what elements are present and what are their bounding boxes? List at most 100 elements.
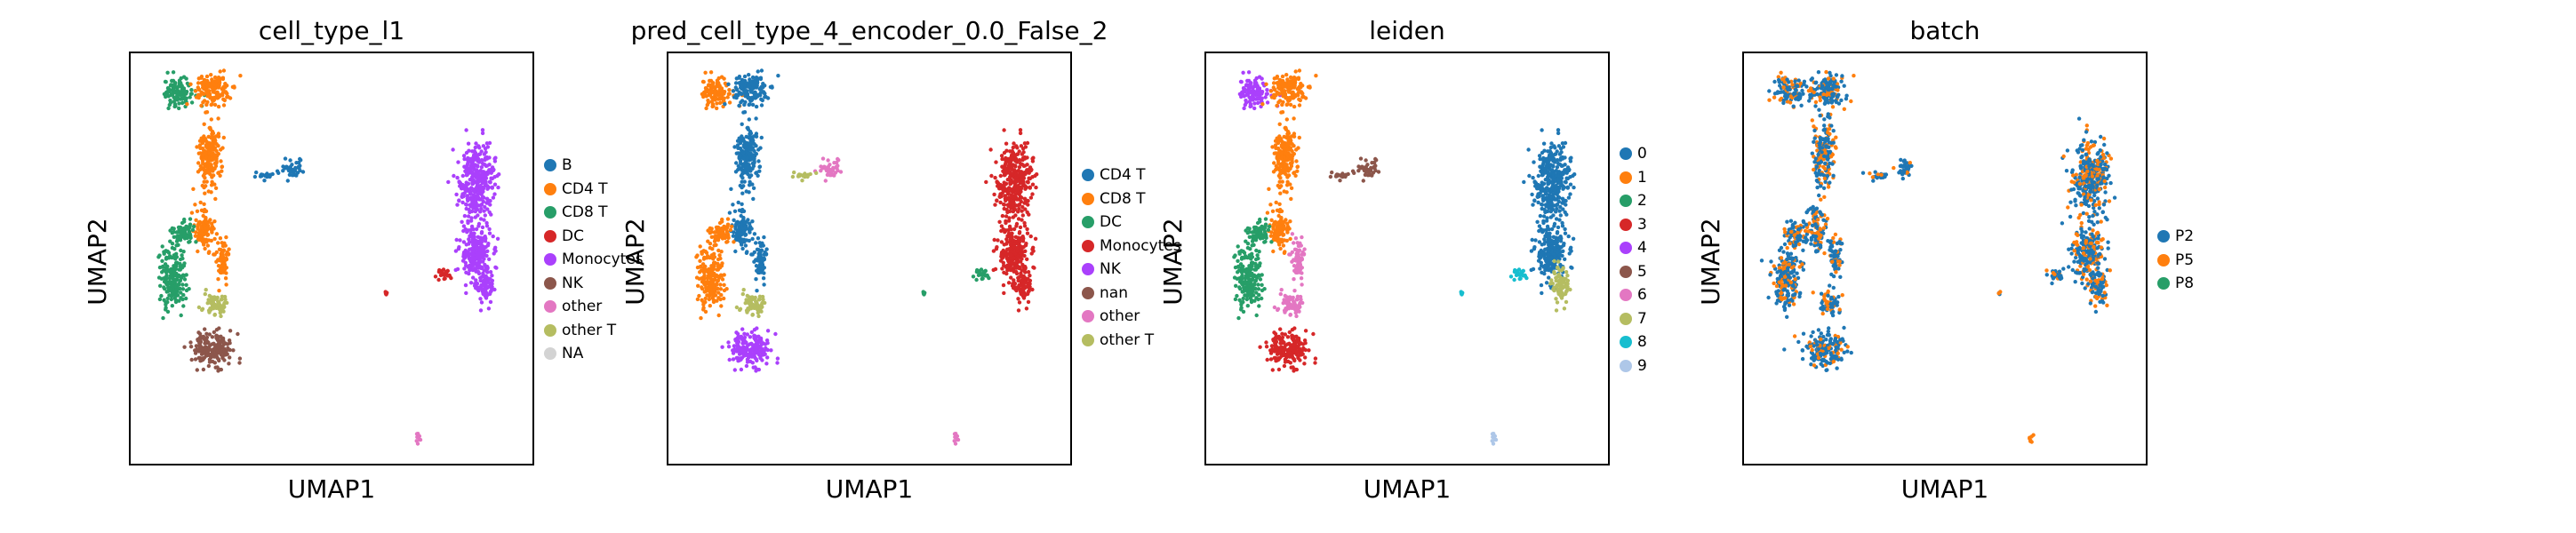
data-point (1292, 367, 1297, 371)
data-point (486, 284, 491, 289)
data-point (993, 203, 997, 207)
data-point (1243, 102, 1247, 107)
data-point (742, 229, 747, 235)
data-point (170, 231, 174, 235)
data-point (457, 198, 461, 203)
data-point (203, 246, 207, 251)
legend-marker (544, 253, 556, 266)
data-point (203, 171, 207, 176)
data-point (1002, 202, 1006, 207)
data-point (704, 285, 708, 290)
data-point (1250, 260, 1254, 265)
data-point (1279, 156, 1284, 161)
data-point (1285, 179, 1290, 184)
data-point (748, 102, 752, 107)
legend: CD4 T CD8 T DC Monocytes NK nan other other T (1082, 163, 1181, 352)
data-point (764, 247, 769, 251)
data-point (201, 161, 205, 165)
data-point (204, 156, 208, 161)
data-point (752, 142, 756, 147)
data-point (252, 174, 258, 179)
data-point (705, 269, 710, 274)
data-point (1247, 99, 1252, 104)
cluster-c15 (971, 267, 991, 282)
data-point (470, 252, 475, 258)
data-point (455, 175, 460, 180)
data-point (1241, 296, 1245, 301)
data-point (826, 170, 830, 174)
data-point (196, 87, 202, 91)
data-point (1278, 176, 1283, 180)
data-point (483, 239, 488, 243)
data-point (717, 253, 722, 258)
data-point (1252, 78, 1258, 83)
data-point (296, 164, 301, 169)
data-point (1343, 174, 1348, 179)
data-point (214, 134, 219, 139)
data-point (1013, 287, 1018, 291)
data-point (761, 298, 765, 302)
data-point (213, 352, 219, 356)
data-point (921, 290, 926, 295)
data-point (1238, 286, 1243, 291)
data-point (717, 220, 723, 226)
data-point (1284, 306, 1288, 311)
legend-item: other (1082, 305, 1181, 329)
data-point (188, 82, 193, 86)
data-point (1281, 225, 1285, 230)
data-point (1011, 150, 1016, 155)
data-point (722, 296, 726, 301)
data-point (1264, 235, 1268, 240)
legend-item: B (544, 154, 644, 178)
data-point (1241, 86, 1246, 91)
data-point (461, 224, 467, 228)
data-point (752, 161, 756, 166)
data-point (210, 335, 215, 339)
data-point (1020, 147, 1026, 151)
data-point (746, 298, 750, 302)
data-point (998, 259, 1004, 263)
data-point (203, 327, 207, 331)
data-point (469, 177, 475, 181)
data-point (216, 343, 220, 347)
data-point (709, 264, 714, 268)
data-point (476, 164, 480, 169)
data-point (820, 156, 826, 161)
data-point (220, 344, 225, 349)
data-point (1257, 304, 1261, 308)
data-point (697, 293, 701, 298)
data-point (1016, 278, 1020, 283)
data-point (184, 76, 188, 81)
data-point (711, 293, 716, 298)
data-point (471, 275, 476, 280)
data-point (487, 210, 492, 215)
data-point (1295, 241, 1300, 245)
data-point (1028, 165, 1033, 170)
data-point (1014, 158, 1019, 163)
data-point (228, 341, 232, 346)
data-point (708, 304, 712, 308)
data-point (1275, 230, 1279, 235)
data-point (1282, 340, 1286, 345)
data-point (995, 245, 999, 250)
data-point (462, 191, 467, 195)
data-point (216, 171, 221, 175)
data-point (221, 263, 226, 267)
data-point (1007, 156, 1012, 161)
data-point (1012, 227, 1017, 232)
data-point (1004, 198, 1008, 203)
data-point (165, 309, 171, 314)
data-point (204, 143, 209, 147)
data-point (179, 248, 183, 253)
data-point (999, 154, 1004, 158)
data-point (1020, 268, 1024, 273)
data-point (202, 84, 206, 90)
data-point (1003, 194, 1007, 198)
data-point (1012, 278, 1016, 282)
data-point (1299, 341, 1303, 346)
data-point (224, 282, 228, 287)
data-point (216, 277, 220, 282)
data-point (185, 102, 189, 107)
data-point (753, 295, 757, 300)
legend-label: NK (562, 274, 583, 292)
